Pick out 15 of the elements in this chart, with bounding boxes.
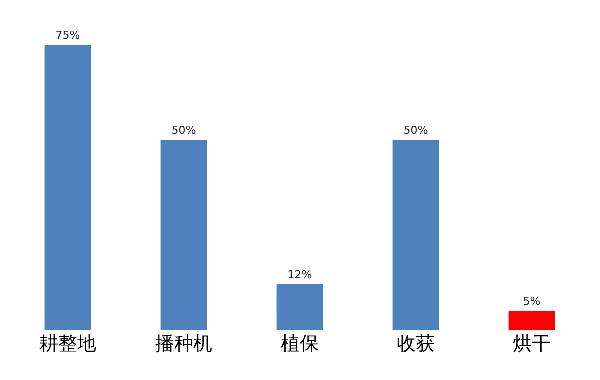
x-tick-label: 耕整地 (40, 333, 96, 355)
x-tick-label: 植保 (281, 333, 319, 355)
x-tick-label: 播种机 (156, 333, 212, 355)
data-label: 50% (404, 124, 428, 137)
bar (276, 284, 324, 330)
data-label: 75% (56, 29, 80, 42)
bar (44, 45, 92, 330)
bar (160, 140, 208, 330)
data-label: 50% (172, 124, 196, 137)
bar (508, 311, 556, 330)
x-tick-label: 烘干 (513, 333, 551, 355)
data-label: 12% (288, 268, 312, 282)
x-tick-label: 收获 (397, 333, 435, 355)
data-label: 5% (523, 295, 541, 308)
bar (392, 140, 440, 330)
